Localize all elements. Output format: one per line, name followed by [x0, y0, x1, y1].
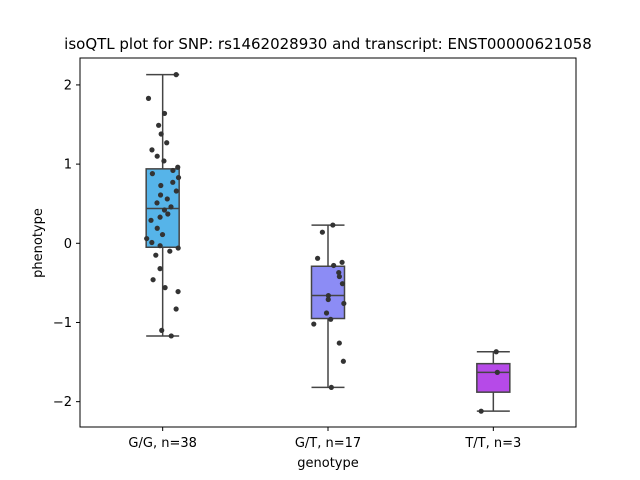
data-point	[175, 174, 182, 181]
plot-marks	[144, 72, 511, 414]
x-axis: G/G, n=38 G/T, n=17 T/T, n=3	[128, 427, 521, 451]
data-point	[173, 72, 179, 78]
data-point	[173, 306, 179, 312]
data-point	[328, 384, 334, 391]
data-point	[156, 122, 162, 128]
data-point	[161, 158, 167, 164]
data-point	[153, 252, 159, 258]
x-tick-label: G/T, n=17	[295, 436, 361, 451]
y-axis-label: phenotype	[31, 208, 46, 278]
data-point	[157, 192, 164, 198]
data-point	[148, 217, 154, 223]
data-point	[330, 222, 336, 228]
data-point	[161, 110, 168, 117]
box-group	[476, 349, 511, 414]
data-point	[144, 235, 150, 242]
data-point	[158, 131, 164, 137]
data-point	[162, 285, 168, 291]
data-point	[331, 262, 337, 269]
y-tick-label: 1	[64, 158, 72, 173]
data-point	[165, 211, 171, 217]
data-point	[150, 277, 156, 283]
data-point	[154, 225, 160, 231]
chart-title: isoQTL plot for SNP: rs1462028930 and tr…	[64, 35, 592, 53]
data-point	[339, 259, 345, 265]
y-tick-label: 2	[64, 78, 72, 93]
y-tick-label: −1	[53, 316, 72, 331]
data-point	[314, 255, 321, 261]
data-point	[145, 95, 152, 101]
data-point	[157, 266, 163, 272]
data-point	[341, 300, 347, 307]
data-point	[164, 196, 170, 202]
data-point	[336, 340, 342, 346]
data-point	[336, 273, 342, 280]
data-point	[478, 408, 484, 414]
data-point	[325, 292, 331, 299]
data-point	[168, 333, 174, 339]
data-point	[323, 310, 330, 316]
data-point	[175, 245, 181, 251]
data-point	[154, 153, 160, 159]
data-point	[159, 327, 165, 333]
data-point	[311, 321, 317, 327]
box-group	[144, 72, 182, 339]
data-point	[157, 243, 163, 249]
data-point	[168, 204, 174, 210]
data-point	[154, 200, 160, 206]
data-point	[167, 248, 173, 254]
data-point	[149, 171, 155, 177]
y-axis: −2 −1 0 1 2	[53, 78, 80, 410]
y-tick-label: −2	[53, 395, 72, 410]
data-point	[336, 269, 342, 276]
data-point	[159, 231, 166, 238]
data-point	[319, 229, 325, 235]
x-axis-label: genotype	[297, 456, 358, 471]
data-point	[149, 147, 155, 153]
data-point	[175, 288, 181, 295]
data-point	[157, 214, 163, 220]
x-tick-label: G/G, n=38	[128, 436, 196, 451]
y-tick-label: 0	[64, 237, 72, 252]
data-point	[493, 349, 499, 355]
data-point	[173, 188, 179, 194]
x-tick-label: T/T, n=3	[464, 436, 521, 451]
data-point	[170, 167, 176, 174]
data-point	[158, 182, 164, 189]
data-point	[149, 239, 155, 246]
data-point	[325, 296, 331, 303]
data-point	[339, 281, 346, 287]
data-point	[164, 140, 170, 146]
box	[476, 362, 511, 393]
data-point	[494, 369, 500, 375]
data-point	[328, 316, 334, 322]
data-point	[340, 358, 346, 364]
box-group	[310, 222, 347, 391]
data-point	[170, 179, 176, 185]
data-point	[175, 164, 181, 170]
data-point	[161, 207, 168, 213]
